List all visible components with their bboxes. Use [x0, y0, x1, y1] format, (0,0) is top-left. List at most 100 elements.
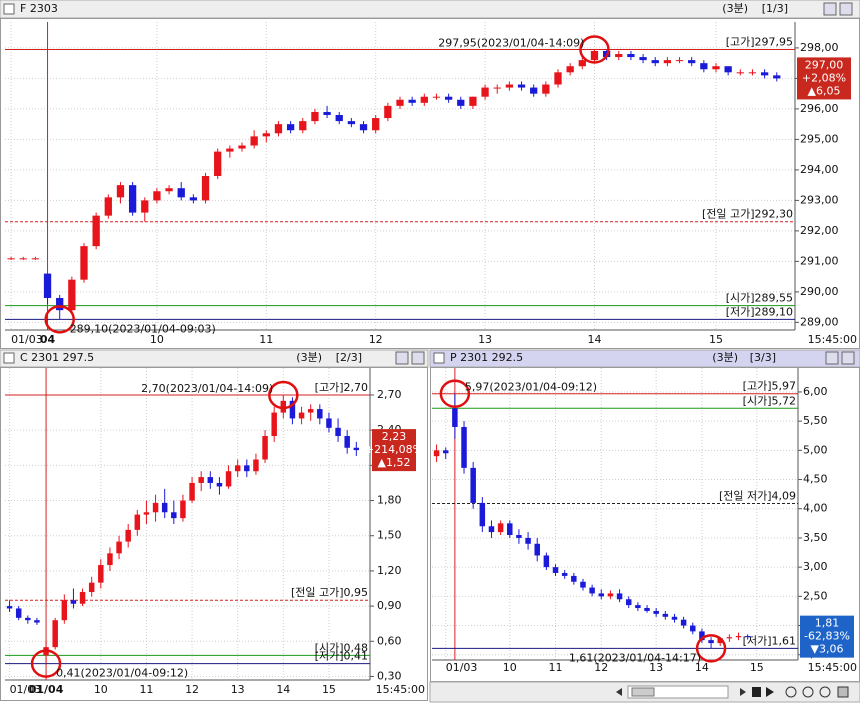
candle-body — [61, 600, 68, 621]
candle-body — [625, 599, 632, 606]
candle-body — [92, 215, 100, 247]
candle-body — [299, 121, 307, 131]
candle-body — [307, 409, 314, 413]
candle-body — [420, 96, 428, 103]
x-tick-label: 11 — [139, 683, 153, 696]
candle-body — [748, 72, 757, 74]
x-end-label: 15:45:00 — [808, 333, 857, 346]
candle-body — [408, 99, 416, 103]
x-tick-label: 10 — [150, 333, 164, 346]
candle-body — [335, 427, 341, 437]
zoom-in[interactable] — [785, 686, 797, 698]
candle-body — [335, 115, 343, 122]
chart-title: C 2301 297.5 — [20, 351, 94, 364]
zoom-out[interactable] — [802, 686, 814, 698]
x-tick-label: 14 — [587, 333, 601, 346]
reference-label: [전일 고가]0,95 — [291, 585, 368, 599]
candle-body — [372, 118, 380, 131]
scroll-right[interactable] — [740, 688, 746, 696]
zoom-fit[interactable] — [819, 686, 831, 698]
change: ▲6,05 — [808, 84, 841, 97]
candle-body — [79, 592, 86, 604]
y-tick-label: 295,00 — [800, 132, 839, 145]
price-box — [797, 57, 851, 100]
scroll-thumb[interactable] — [631, 687, 655, 697]
candle-body — [708, 640, 714, 644]
checkbox[interactable] — [3, 3, 15, 15]
candle-body — [571, 575, 577, 582]
interval: (3분) — [712, 351, 738, 364]
settings-button[interactable] — [837, 686, 849, 698]
x-tick-label: 01/03 — [11, 333, 43, 346]
candle-body — [152, 502, 159, 513]
candle-body — [663, 60, 672, 64]
candle-body — [507, 523, 513, 536]
y-tick-label: 0,30 — [377, 669, 402, 682]
checkbox[interactable] — [3, 352, 15, 364]
candle-body — [323, 111, 331, 116]
highlight-circle — [439, 379, 471, 408]
candle-body — [189, 482, 195, 501]
candle-body — [238, 145, 246, 149]
candle-body — [470, 467, 476, 503]
x-tick-label: 13 — [231, 683, 245, 696]
checkbox[interactable] — [433, 352, 445, 364]
window-button[interactable] — [825, 351, 839, 365]
candle-body — [442, 450, 449, 454]
y-tick-label: 3,00 — [803, 560, 828, 573]
candle-body — [432, 96, 441, 98]
x-end-label: 15:45:00 — [376, 683, 425, 696]
candle-body — [542, 84, 550, 94]
x-tick-label: 13 — [478, 333, 492, 346]
window-button[interactable] — [395, 351, 409, 365]
candle-body — [70, 600, 77, 604]
candle-body — [134, 514, 141, 530]
candle-body — [180, 500, 186, 519]
candle-body — [6, 606, 13, 609]
candle-body — [280, 400, 287, 413]
candle-body — [353, 447, 360, 451]
x-tick-label: 01/03 — [10, 683, 42, 696]
stop-button[interactable] — [752, 687, 761, 697]
candle-body — [452, 408, 458, 427]
y-tick-label: 289,00 — [800, 315, 839, 328]
candle-body — [68, 279, 76, 311]
extreme-note: 1,61(2023/01/04-14:17) — [569, 651, 701, 664]
candle-body — [31, 258, 40, 260]
candle-body — [347, 121, 356, 125]
change-pct: -62,83% — [804, 630, 850, 643]
candle-body — [543, 555, 550, 568]
reference-label: [전일 저가]4,09 — [719, 488, 796, 502]
y-tick-label: 298,00 — [800, 41, 839, 54]
candle-body — [554, 72, 562, 85]
candle-body — [671, 616, 678, 620]
candle-body — [760, 72, 769, 76]
scroll-left[interactable] — [616, 688, 622, 696]
candle-body — [773, 75, 781, 79]
candle-body — [274, 124, 283, 134]
candle-body — [717, 638, 723, 644]
interval: (3분) — [296, 351, 322, 364]
candle-body — [700, 63, 708, 70]
candle-body — [161, 502, 168, 513]
candle-body — [461, 426, 467, 468]
window-button[interactable] — [411, 351, 425, 365]
charts: F 2303 (3분) [1/3] 289,00 290,00 291,00 292,00 2… — [5, 2, 857, 696]
reference-label: [전일 고가]292,30 — [702, 207, 793, 221]
candle-body — [690, 625, 696, 632]
candle-body — [289, 400, 296, 419]
y-tick-label: 291,00 — [800, 254, 839, 267]
x-tick-label: 15 — [322, 683, 336, 696]
window-button[interactable] — [839, 2, 853, 16]
window-button[interactable] — [823, 2, 837, 16]
candle-body — [653, 610, 659, 614]
play-button[interactable] — [766, 687, 774, 697]
window-button[interactable] — [841, 351, 855, 365]
change-pct: +214,08% — [365, 443, 423, 456]
reference-label: [저가]1,61 — [743, 634, 796, 647]
candle-body — [143, 512, 150, 515]
candle-body — [104, 197, 112, 216]
candle-body — [34, 620, 40, 623]
candle-body — [271, 412, 277, 437]
page-indicator: [2/3] — [336, 351, 362, 364]
